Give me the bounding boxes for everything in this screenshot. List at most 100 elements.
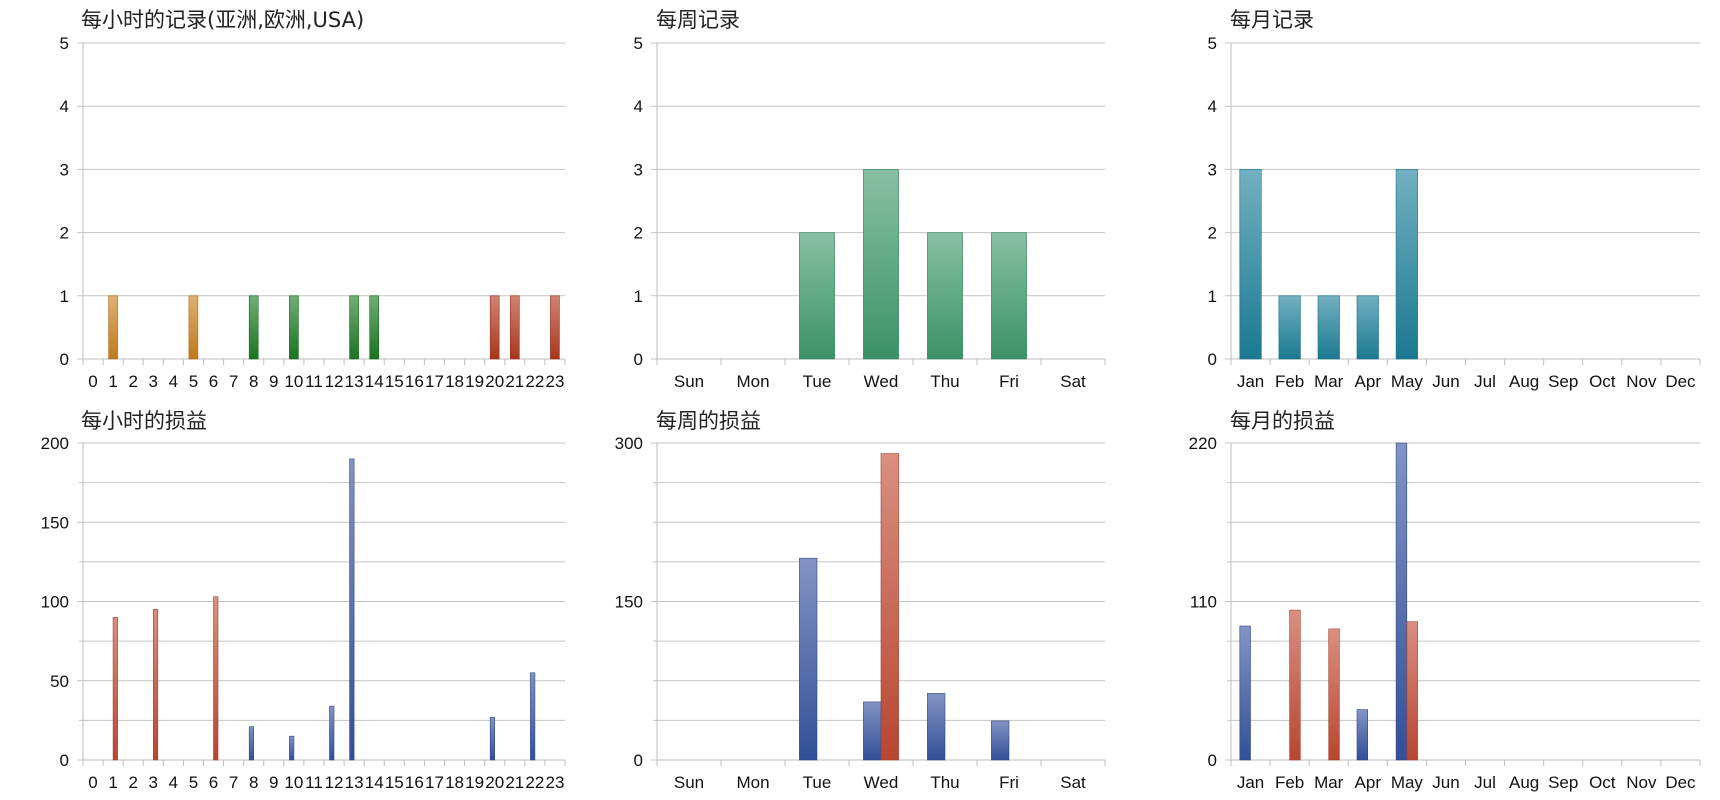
x-tick-label: 0 [88,773,97,792]
y-tick-label: 0 [1208,350,1217,369]
x-tick-label: Nov [1626,773,1657,792]
x-tick-label: Dec [1665,773,1696,792]
x-tick-label: Jan [1237,372,1264,391]
x-tick-label: Apr [1355,773,1382,792]
x-tick-label: 7 [229,773,238,792]
bar [991,720,1010,761]
y-tick-label: 0 [634,350,643,369]
bar [799,557,818,761]
y-tick-label: 200 [41,434,69,453]
y-tick-label: 4 [634,97,643,116]
x-tick-label: 12 [325,372,344,391]
bar [1289,609,1301,761]
x-tick-label: 11 [305,372,323,391]
x-tick-label: 19 [465,773,484,792]
bar [248,295,259,360]
x-tick-label: 23 [545,773,564,792]
bar [1328,628,1340,761]
bar [248,726,254,761]
bar [799,232,835,360]
bar [863,701,882,761]
bar [1239,625,1251,761]
x-tick-label: 6 [209,372,218,391]
x-tick-label: 22 [525,372,544,391]
chart-weekly-records: 每周记录 0 1 2 3 4 5 Sun Mon Tue Wed Thu Fri Sat [634,8,1106,391]
bar [1406,621,1418,761]
y-tick-label: 3 [60,160,69,179]
x-tick-label: 2 [128,372,137,391]
x-tick-label: Fri [999,773,1019,792]
chart-title: 每月记录 [1230,8,1314,32]
y-tick-label: 1 [634,287,643,306]
bar [489,716,496,761]
x-tick-label: Oct [1589,773,1616,792]
x-tick-label: 7 [229,372,238,391]
x-tick-label: Wed [864,372,899,391]
x-tick-label: Apr [1355,372,1382,391]
chart-weekly-pnl: 每周的损益 0 150 300 Sun Mon Tue Wed Thu Fri Sat [615,409,1106,792]
bar [349,458,355,761]
x-tick-label: 0 [88,372,97,391]
x-tick-label: Aug [1509,773,1539,792]
chart-title: 每小时的损益 [81,409,207,433]
bar [509,295,520,360]
chart-title: 每小时的记录(亚洲,欧洲,USA) [81,8,364,32]
y-tick-label: 100 [41,593,69,612]
x-tick-label: Wed [864,773,899,792]
bar [880,453,899,761]
x-tick-label: 9 [269,372,278,391]
chart-title: 每月的损益 [1230,409,1335,433]
bar [530,672,536,761]
x-tick-label: 4 [169,773,178,792]
x-tick-label: 8 [249,372,258,391]
y-tick-label: 4 [1208,97,1217,116]
x-tick-label: Dec [1665,372,1696,391]
chart-title: 每周记录 [656,8,740,32]
x-tick-label: Oct [1589,372,1616,391]
x-tick-label: Sat [1060,372,1086,391]
bar [927,693,946,761]
x-tick-label: 11 [305,773,323,792]
y-tick-label: 2 [634,224,643,243]
x-tick-label: Aug [1509,372,1539,391]
bar [1395,442,1408,761]
bar [1356,709,1368,761]
x-tick-label: Tue [803,773,832,792]
x-tick-label: 13 [345,372,364,391]
x-tick-label: 1 [108,773,117,792]
x-tick-label: 19 [465,372,484,391]
x-tick-label: 16 [405,372,424,391]
x-tick-label: Sep [1548,372,1578,391]
x-tick-label: 17 [425,372,444,391]
bar [1278,295,1301,360]
y-tick-label: 3 [634,160,643,179]
x-tick-label: Mon [736,372,769,391]
x-tick-label: 22 [525,773,544,792]
x-tick-label: Jan [1237,773,1264,792]
x-tick-label: Jul [1474,773,1496,792]
y-tick-label: 0 [60,751,69,770]
bar [329,705,335,761]
y-tick-label: 5 [634,34,643,53]
x-tick-label: Jun [1432,372,1459,391]
x-tick-label: 5 [189,773,198,792]
x-tick-label: 15 [385,372,404,391]
y-tick-label: 5 [1208,34,1217,53]
x-tick-label: Sun [674,372,704,391]
bar [1239,169,1262,360]
bar [108,295,118,360]
x-tick-label: Nov [1626,372,1657,391]
x-tick-label: May [1391,773,1424,792]
x-tick-label: 18 [445,773,464,792]
y-tick-label: 4 [60,97,69,116]
chart-title: 每周的损益 [656,409,761,433]
x-tick-label: 17 [425,773,444,792]
bar [1395,169,1418,360]
x-tick-label: Sun [674,773,704,792]
x-tick-label: Mar [1314,773,1344,792]
x-tick-label: 21 [505,372,524,391]
y-tick-label: 2 [1208,224,1217,243]
y-tick-label: 0 [634,751,643,770]
